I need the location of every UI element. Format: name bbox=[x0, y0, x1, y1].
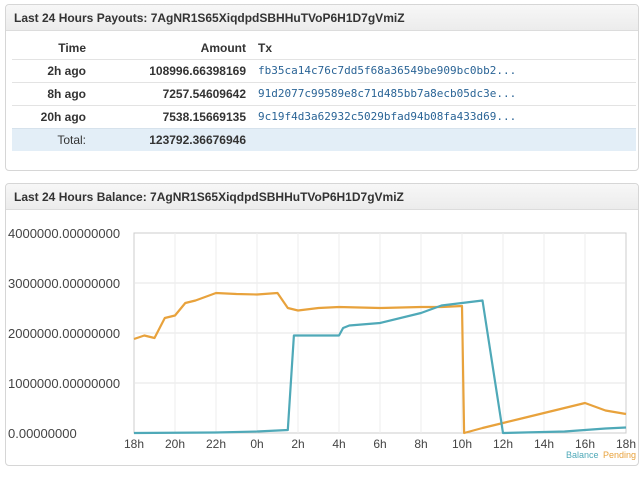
table-header-row: Time Amount Tx bbox=[12, 37, 636, 59]
payouts-panel-title: Last 24 Hours Payouts: 7AgNR1S65XiqdpdSB… bbox=[6, 5, 638, 31]
row-amount: 108996.66398169 bbox=[92, 58, 252, 82]
balance-panel: Last 24 Hours Balance: 7AgNR1S65XiqdpdSB… bbox=[5, 183, 639, 466]
x-tick-label: 16h bbox=[575, 437, 595, 451]
y-tick-label: 3000000.00000000 bbox=[8, 276, 120, 291]
row-tx-link[interactable]: fb35ca14c76c7dd5f68a36549be909bc0bb2... bbox=[252, 58, 636, 82]
y-tick-label: 1000000.00000000 bbox=[8, 376, 120, 391]
row-time: 20h ago bbox=[12, 104, 92, 128]
x-tick-label: 22h bbox=[206, 437, 226, 451]
row-time: 2h ago bbox=[12, 58, 92, 82]
row-tx-link[interactable]: 91d2077c99589e8c71d485bb7a8ecb05dc3e... bbox=[252, 81, 636, 105]
total-tx-empty bbox=[252, 127, 636, 151]
col-header-tx: Tx bbox=[258, 40, 273, 55]
col-header-time: Time bbox=[58, 40, 86, 55]
x-tick-label: 0h bbox=[250, 437, 263, 451]
x-tick-label: 2h bbox=[291, 437, 304, 451]
total-row: Total: 123792.36676946 bbox=[12, 127, 636, 151]
x-tick-label: 18h bbox=[616, 437, 636, 451]
x-tick-label: 8h bbox=[414, 437, 427, 451]
row-tx-link[interactable]: 9c19f4d3a62932c5029bfad94b08fa433d69... bbox=[252, 104, 636, 128]
x-tick-label: 14h bbox=[534, 437, 554, 451]
x-tick-label: 10h bbox=[452, 437, 472, 451]
x-tick-label: 6h bbox=[373, 437, 386, 451]
x-tick-label: 20h bbox=[165, 437, 185, 451]
col-header-amount: Amount bbox=[200, 40, 246, 55]
payouts-table: Time Amount Tx 2h ago 108996.66398169 fb… bbox=[12, 37, 636, 151]
x-tick-label: 18h bbox=[124, 437, 144, 451]
series-line-pending bbox=[133, 291, 627, 435]
payouts-panel: Last 24 Hours Payouts: 7AgNR1S65XiqdpdSB… bbox=[5, 4, 639, 171]
legend-balance: Balance bbox=[566, 450, 599, 460]
row-amount: 7257.54609642 bbox=[92, 81, 252, 105]
balance-chart: 0.00000000 1000000.00000000 2000000.000000… bbox=[8, 226, 636, 460]
balance-panel-title: Last 24 Hours Balance: 7AgNR1S65XiqdpdSB… bbox=[6, 184, 638, 210]
y-tick-label: 4000000.00000000 bbox=[8, 226, 120, 241]
x-tick-label: 12h bbox=[493, 437, 513, 451]
row-amount: 7538.15669135 bbox=[92, 104, 252, 128]
table-row: 2h ago 108996.66398169 fb35ca14c76c7dd5f… bbox=[12, 58, 636, 82]
row-time: 8h ago bbox=[12, 81, 92, 105]
series-line-balance bbox=[133, 299, 627, 435]
total-label: Total: bbox=[12, 127, 92, 151]
legend-pending: Pending bbox=[603, 450, 636, 460]
y-tick-label: 2000000.00000000 bbox=[8, 326, 120, 341]
table-row: 8h ago 7257.54609642 91d2077c99589e8c71d… bbox=[12, 81, 636, 105]
total-amount: 123792.36676946 bbox=[92, 127, 252, 151]
x-tick-label: 4h bbox=[332, 437, 345, 451]
y-tick-label: 0.00000000 bbox=[8, 426, 77, 441]
table-row: 20h ago 7538.15669135 9c19f4d3a62932c502… bbox=[12, 104, 636, 128]
